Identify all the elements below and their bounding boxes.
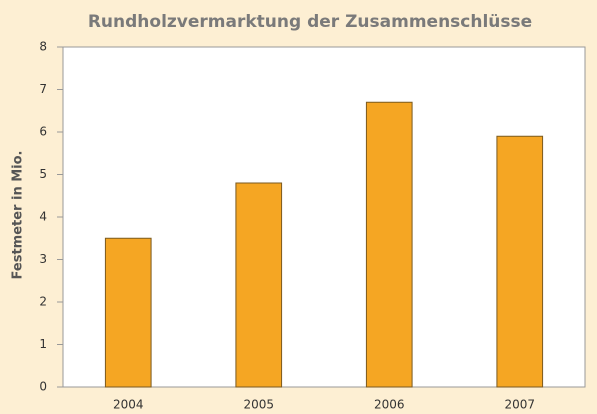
y-tick-label: 4 xyxy=(39,210,47,224)
y-tick-label: 0 xyxy=(39,380,47,394)
y-tick-label: 7 xyxy=(39,82,47,96)
x-tick-label: 2006 xyxy=(374,398,405,412)
bar xyxy=(235,182,283,388)
chart-title: Rundholzvermarktung der Zusammenschlüsse xyxy=(88,12,532,32)
y-tick-label: 3 xyxy=(39,252,47,266)
x-tick-label: 2007 xyxy=(504,398,535,412)
y-tick-label: 2 xyxy=(39,295,47,309)
y-tick-label: 6 xyxy=(39,125,47,139)
y-axis-label: Festmeter in Mio. xyxy=(11,151,26,280)
bar xyxy=(104,237,152,388)
y-tick-label: 8 xyxy=(39,40,47,54)
y-tick-label: 5 xyxy=(39,167,47,181)
bar xyxy=(496,135,544,388)
y-tick-label: 1 xyxy=(39,337,47,351)
bar xyxy=(365,101,413,388)
x-tick-label: 2004 xyxy=(113,398,144,412)
x-tick-label: 2005 xyxy=(243,398,274,412)
